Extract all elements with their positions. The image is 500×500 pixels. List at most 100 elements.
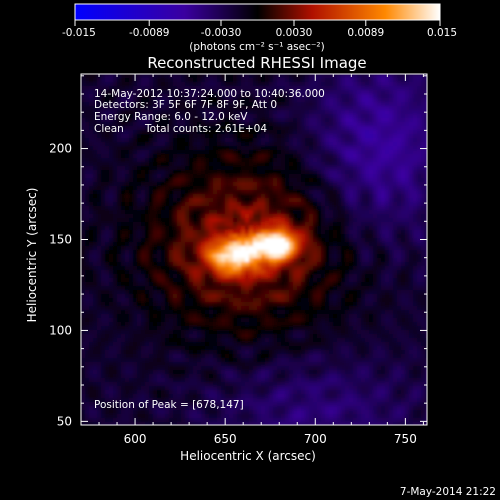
heatmap-cell	[281, 270, 286, 275]
heatmap-cell	[129, 190, 134, 195]
heatmap-cell	[117, 242, 122, 247]
heatmap-cell	[417, 170, 422, 175]
heatmap-cell	[117, 114, 122, 119]
heatmap-cell	[89, 126, 94, 131]
heatmap-cell	[245, 98, 250, 103]
heatmap-cell	[297, 202, 302, 207]
heatmap-cell	[205, 182, 210, 187]
heatmap-cell	[301, 202, 306, 207]
heatmap-cell	[297, 258, 302, 263]
heatmap-cell	[405, 110, 410, 115]
heatmap-cell	[421, 78, 426, 83]
heatmap-cell	[197, 182, 202, 187]
heatmap-cell	[369, 134, 374, 139]
heatmap-cell	[301, 278, 306, 283]
heatmap-cell	[81, 222, 86, 227]
heatmap-cell	[129, 270, 134, 275]
heatmap-cell	[357, 246, 362, 251]
heatmap-cell	[153, 294, 158, 299]
heatmap-cell	[345, 74, 350, 79]
heatmap-cell	[185, 230, 190, 235]
heatmap-cell	[413, 270, 418, 275]
heatmap-cell	[213, 262, 218, 267]
heatmap-cell	[245, 242, 250, 247]
heatmap-cell	[293, 230, 298, 235]
heatmap-cell	[309, 78, 314, 83]
heatmap-cell	[373, 162, 378, 167]
heatmap-cell	[345, 190, 350, 195]
heatmap-cell	[393, 130, 398, 135]
heatmap-cell	[157, 226, 162, 231]
heatmap-cell	[277, 114, 282, 119]
heatmap-cell	[165, 246, 170, 251]
heatmap-cell	[217, 258, 222, 263]
heatmap-cell	[81, 150, 86, 155]
heatmap-cell	[377, 102, 382, 107]
heatmap-cell	[205, 202, 210, 207]
heatmap-cell	[273, 278, 278, 283]
heatmap-cell	[349, 186, 354, 191]
heatmap-cell	[245, 122, 250, 127]
heatmap-cell	[101, 262, 106, 267]
heatmap-cell	[101, 82, 106, 87]
heatmap-cell	[325, 146, 330, 151]
heatmap-cell	[101, 158, 106, 163]
heatmap-cell	[313, 286, 318, 291]
heatmap-cell	[93, 222, 98, 227]
heatmap-cell	[269, 74, 274, 79]
heatmap-cell	[421, 226, 426, 231]
heatmap-cell	[201, 102, 206, 107]
heatmap-cell	[425, 298, 427, 303]
heatmap-cell	[97, 102, 102, 107]
heatmap-cell	[417, 274, 422, 279]
heatmap-cell	[237, 206, 242, 211]
heatmap-cell	[237, 286, 242, 291]
heatmap-cell	[201, 74, 206, 79]
heatmap-cell	[329, 222, 334, 227]
heatmap-cell	[261, 258, 266, 263]
heatmap-cell	[177, 230, 182, 235]
heatmap-cell	[373, 78, 378, 83]
heatmap-cell	[81, 290, 86, 295]
heatmap-cell	[93, 214, 98, 219]
heatmap-cell	[413, 282, 418, 287]
heatmap-cell	[301, 170, 306, 175]
heatmap-cell	[261, 174, 266, 179]
heatmap-cell	[369, 298, 374, 303]
heatmap-cell	[405, 242, 410, 247]
heatmap-cell	[273, 110, 278, 115]
heatmap-cell	[101, 270, 106, 275]
heatmap-cell	[381, 230, 386, 235]
heatmap-cell	[149, 150, 154, 155]
heatmap-cell	[125, 282, 130, 287]
heatmap-cell	[85, 114, 90, 119]
heatmap-cell	[397, 218, 402, 223]
heatmap-cell	[161, 242, 166, 247]
heatmap-cell	[265, 286, 270, 291]
heatmap-cell	[265, 214, 270, 219]
heatmap-cell	[257, 290, 262, 295]
heatmap-cell	[197, 290, 202, 295]
heatmap-cell	[197, 286, 202, 291]
heatmap-cell	[177, 150, 182, 155]
heatmap-cell	[381, 146, 386, 151]
heatmap-cell	[377, 122, 382, 127]
heatmap-cell	[253, 218, 258, 223]
heatmap-cell	[421, 134, 426, 139]
heatmap-cell	[257, 186, 262, 191]
heatmap-cell	[245, 290, 250, 295]
heatmap-cell	[349, 102, 354, 107]
heatmap-cell	[137, 190, 142, 195]
heatmap-cell	[169, 134, 174, 139]
heatmap-cell	[149, 186, 154, 191]
heatmap-cell	[417, 110, 422, 115]
heatmap-cell	[197, 234, 202, 239]
heatmap-cell	[381, 258, 386, 263]
heatmap-cell	[305, 214, 310, 219]
heatmap-cell	[141, 218, 146, 223]
heatmap-cell	[113, 190, 118, 195]
heatmap-cell	[265, 170, 270, 175]
heatmap-cell	[205, 150, 210, 155]
heatmap-cell	[149, 222, 154, 227]
heatmap-cell	[121, 146, 126, 151]
